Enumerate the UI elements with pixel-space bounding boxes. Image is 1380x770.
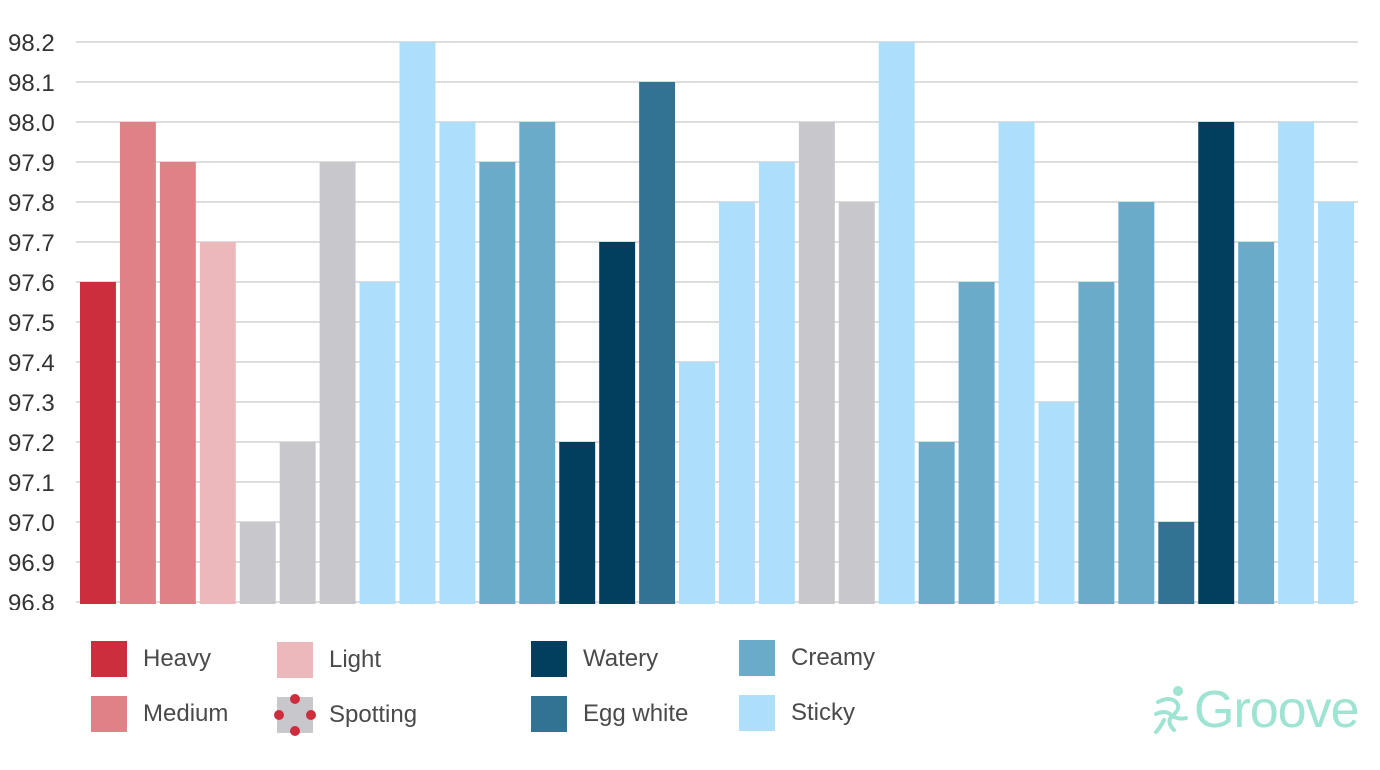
gridlines bbox=[76, 41, 1358, 603]
bar-creamy bbox=[958, 282, 995, 604]
y-tick-label: 96.8 bbox=[8, 590, 55, 610]
legend-label-egg-white: Egg white bbox=[583, 700, 689, 727]
legend-label-creamy: Creamy bbox=[791, 644, 876, 671]
legend-swatch-sticky bbox=[739, 695, 775, 731]
y-tick-label: 97.0 bbox=[8, 510, 55, 537]
y-tick-label: 97.4 bbox=[8, 350, 55, 377]
bar-sticky bbox=[399, 42, 436, 604]
y-tick-label: 98.1 bbox=[8, 70, 55, 97]
legend-label-watery: Watery bbox=[583, 645, 659, 672]
bar-heavy bbox=[80, 282, 116, 604]
bar-creamy bbox=[1118, 202, 1155, 604]
bar-sticky bbox=[878, 42, 915, 604]
bar-egg-white bbox=[1158, 522, 1195, 604]
legend-swatch-creamy bbox=[739, 640, 775, 676]
legend-item-watery: Watery bbox=[531, 641, 658, 677]
bar-watery bbox=[559, 442, 596, 604]
bar-sticky bbox=[998, 122, 1035, 604]
y-tick-label: 97.1 bbox=[8, 470, 55, 497]
bar-medium bbox=[119, 122, 156, 604]
legend-swatch-medium bbox=[91, 696, 127, 732]
bar-light bbox=[199, 242, 236, 604]
bar-creamy bbox=[1238, 242, 1275, 604]
legend-swatch-watery bbox=[531, 641, 567, 677]
bar-gray bbox=[239, 522, 276, 604]
bar-sticky bbox=[758, 162, 795, 604]
legend-item-spotting: Spotting bbox=[274, 694, 418, 736]
bar-sticky bbox=[439, 122, 476, 604]
legend-label-light: Light bbox=[329, 646, 382, 673]
y-tick-label: 97.2 bbox=[8, 430, 55, 457]
legend-item-light: Light bbox=[277, 642, 381, 678]
bar-gray bbox=[319, 162, 356, 604]
legend-label-sticky: Sticky bbox=[791, 699, 856, 726]
y-tick-label: 98.2 bbox=[8, 30, 55, 57]
bar-watery bbox=[1198, 122, 1235, 604]
bar-sticky bbox=[679, 362, 715, 604]
legend-item-sticky: Sticky bbox=[739, 695, 855, 731]
groove-logo: Groove bbox=[1152, 680, 1360, 740]
bar-creamy bbox=[479, 162, 516, 604]
brand-name: Groove bbox=[1194, 681, 1360, 739]
y-tick-label: 97.9 bbox=[8, 150, 55, 177]
legend-swatch-light bbox=[277, 642, 313, 678]
legend-item-medium: Medium bbox=[91, 696, 228, 732]
bar-creamy bbox=[918, 442, 955, 604]
y-tick-label: 96.9 bbox=[8, 550, 55, 577]
y-tick-label: 97.5 bbox=[8, 310, 55, 337]
legend-swatch-heavy bbox=[91, 641, 127, 677]
y-tick-label: 98.0 bbox=[8, 110, 55, 137]
bar-gray bbox=[798, 122, 835, 604]
bar-gray bbox=[279, 442, 316, 604]
y-tick-label: 97.3 bbox=[8, 390, 55, 417]
bar-creamy bbox=[519, 122, 556, 604]
bar-sticky bbox=[1278, 122, 1315, 604]
legend-item-egg-white: Egg white bbox=[531, 696, 688, 732]
bar-sticky bbox=[719, 202, 755, 604]
legend-swatch-egg-white bbox=[531, 696, 567, 732]
bar-sticky bbox=[359, 282, 396, 604]
legend-label-heavy: Heavy bbox=[143, 645, 212, 672]
temperature-bar-chart: 96.8 96.9 97.0 97.1 97.2 97.3 97.4 97.5 97.6 97.7… bbox=[8, 30, 1358, 610]
legend-item-heavy: Heavy bbox=[91, 641, 211, 677]
bar-creamy bbox=[1078, 282, 1115, 604]
bar-medium bbox=[159, 162, 196, 604]
bar-gray bbox=[838, 202, 875, 604]
groove-figure-icon bbox=[1154, 686, 1188, 734]
y-axis-ticks: 96.8 96.9 97.0 97.1 97.2 97.3 97.4 97.5 97.6 97.7… bbox=[8, 30, 55, 610]
bar-egg-white bbox=[639, 82, 676, 604]
bars bbox=[80, 42, 1354, 604]
legend-label-spotting: Spotting bbox=[329, 701, 418, 728]
y-tick-label: 97.6 bbox=[8, 270, 55, 297]
legend-swatch-spotting bbox=[274, 694, 316, 736]
bar-sticky bbox=[1318, 202, 1354, 604]
legend-label-medium: Medium bbox=[143, 700, 229, 727]
bar-sticky bbox=[1038, 402, 1075, 604]
y-tick-label: 97.8 bbox=[8, 190, 55, 217]
legend-item-creamy: Creamy bbox=[739, 640, 875, 676]
y-tick-label: 97.7 bbox=[8, 230, 55, 257]
bar-watery bbox=[599, 242, 636, 604]
